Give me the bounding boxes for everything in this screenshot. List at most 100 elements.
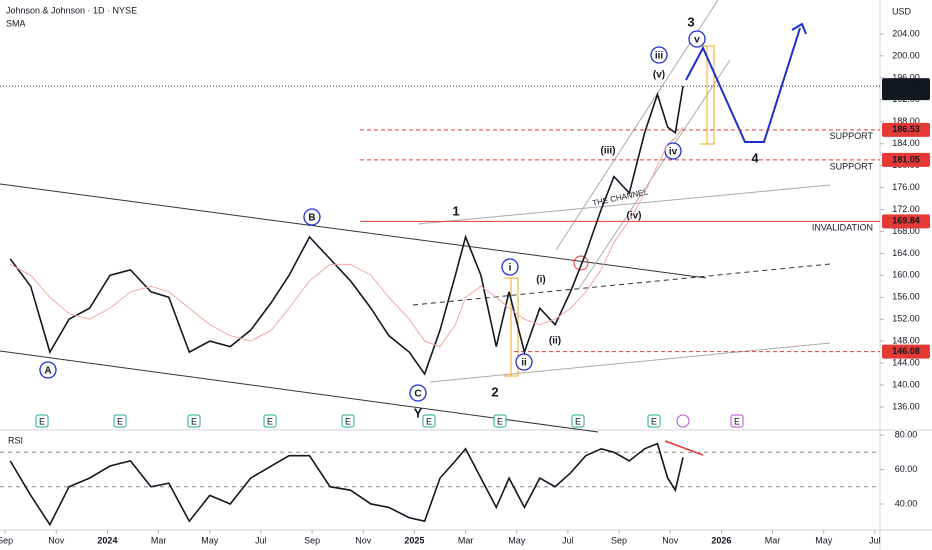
trend-channel — [577, 59, 731, 291]
x-tick-label: Sep — [0, 535, 13, 545]
forecast-arrow — [791, 22, 807, 35]
wave-label: ii — [521, 358, 527, 369]
event-marker — [493, 414, 507, 428]
wave-circle — [303, 208, 321, 226]
last-price-label: 194.49 — [892, 80, 920, 90]
event-label: E — [497, 416, 503, 426]
wave-circle — [409, 384, 427, 402]
x-tick-label: Jul — [562, 535, 574, 545]
event-marker — [35, 414, 49, 428]
y-tick-label: 160.00 — [892, 270, 920, 280]
wave-circle — [650, 46, 668, 64]
event-marker — [187, 414, 201, 428]
level-tag-label: 169.84 — [892, 216, 920, 226]
x-tick-label: Jul — [255, 535, 267, 545]
forecast-path — [685, 27, 801, 143]
currency-label: USD — [892, 6, 912, 16]
level-tag-label: 186.53 — [892, 124, 920, 134]
countdown: 05:55:11 — [889, 89, 923, 99]
y-tick-label: 40.00 — [895, 498, 918, 508]
x-tick-label: May — [508, 535, 526, 545]
x-tick-label: Mar — [458, 535, 474, 545]
y-tick-label: 136.00 — [892, 401, 920, 411]
level-label: SUPPORT — [830, 131, 874, 141]
y-tick-label: 144.00 — [892, 357, 920, 367]
y-tick-label: 156.00 — [892, 292, 920, 302]
event-marker — [730, 414, 744, 428]
y-tick-label: 196.00 — [892, 72, 920, 82]
y-tick-label: 172.00 — [892, 204, 920, 214]
y-tick-label: 204.00 — [892, 28, 920, 38]
wave-label: iv — [669, 147, 678, 158]
wave-circle — [688, 30, 706, 48]
wave-circle — [501, 258, 519, 276]
event-label: E — [426, 416, 432, 426]
wave-label: (i) — [536, 275, 545, 286]
wave-label: (iii) — [601, 146, 616, 157]
level-tag — [882, 344, 930, 359]
wave-label: 2 — [491, 384, 498, 399]
event-label: E — [734, 416, 740, 426]
wave-circle — [664, 142, 682, 160]
event-label: E — [117, 416, 123, 426]
level-label: SUPPORT — [830, 161, 874, 171]
level-tag-label: 146.08 — [892, 346, 920, 356]
wave-label: (v) — [653, 70, 665, 81]
wave-label: A — [44, 366, 51, 377]
event-label: E — [345, 416, 351, 426]
rsi-label: RSI — [8, 435, 23, 445]
event-marker — [341, 414, 355, 428]
event-label: E — [575, 416, 581, 426]
event-label: E — [191, 416, 197, 426]
event-label: E — [651, 416, 657, 426]
x-tick-label: 2026 — [711, 535, 731, 545]
wave-label: (ii) — [549, 336, 561, 347]
y-tick-label: 140.00 — [892, 379, 920, 389]
y-tick-label: 168.00 — [892, 226, 920, 236]
indicator-label: SMA — [6, 18, 26, 28]
chart-title: Johnson & Johnson · 1D · NYSE — [6, 5, 137, 15]
x-tick-label: Sep — [304, 535, 320, 545]
x-tick-label: 2024 — [97, 535, 117, 545]
y-tick-label: 200.00 — [892, 50, 920, 60]
wave-label: (iv) — [627, 211, 642, 222]
channel-midline — [412, 263, 831, 306]
y-tick-label: 80.00 — [895, 429, 918, 439]
level-label: INVALIDATION — [812, 223, 873, 233]
wave-label: v — [694, 35, 700, 46]
wave-circle — [515, 353, 533, 371]
x-tick-label: Mar — [765, 535, 781, 545]
last-price-tag — [882, 78, 930, 101]
x-tick-label: 2025 — [404, 535, 424, 545]
dividend-marker — [676, 414, 690, 428]
sma-line — [9, 126, 684, 348]
event-label: E — [267, 416, 273, 426]
level-tag-label: 181.05 — [892, 154, 920, 164]
event-label: E — [39, 416, 45, 426]
wave-circle — [39, 361, 57, 379]
y-tick-label: 60.00 — [895, 464, 918, 474]
x-tick-label: Nov — [355, 535, 372, 545]
x-tick-label: May — [201, 535, 219, 545]
x-tick-label: Nov — [662, 535, 679, 545]
level-tag — [882, 152, 930, 167]
channel-line — [417, 184, 831, 225]
wave-label: C — [414, 389, 421, 400]
level-tag — [882, 214, 930, 229]
x-tick-label: May — [815, 535, 833, 545]
wave-label: iii — [655, 51, 664, 62]
y-tick-label: 176.00 — [892, 182, 920, 192]
event-marker — [571, 414, 585, 428]
wave-label: 1 — [452, 203, 459, 218]
x-tick-label: Jul — [869, 535, 881, 545]
event-marker — [647, 414, 661, 428]
wave-label: 3 — [687, 14, 694, 29]
drawings — [0, 0, 831, 456]
wave-label: i — [509, 263, 512, 274]
x-tick-label: Sep — [611, 535, 627, 545]
wave-label: B — [308, 213, 315, 224]
wave-label: 4 — [751, 150, 759, 165]
y-tick-label: 164.00 — [892, 248, 920, 258]
